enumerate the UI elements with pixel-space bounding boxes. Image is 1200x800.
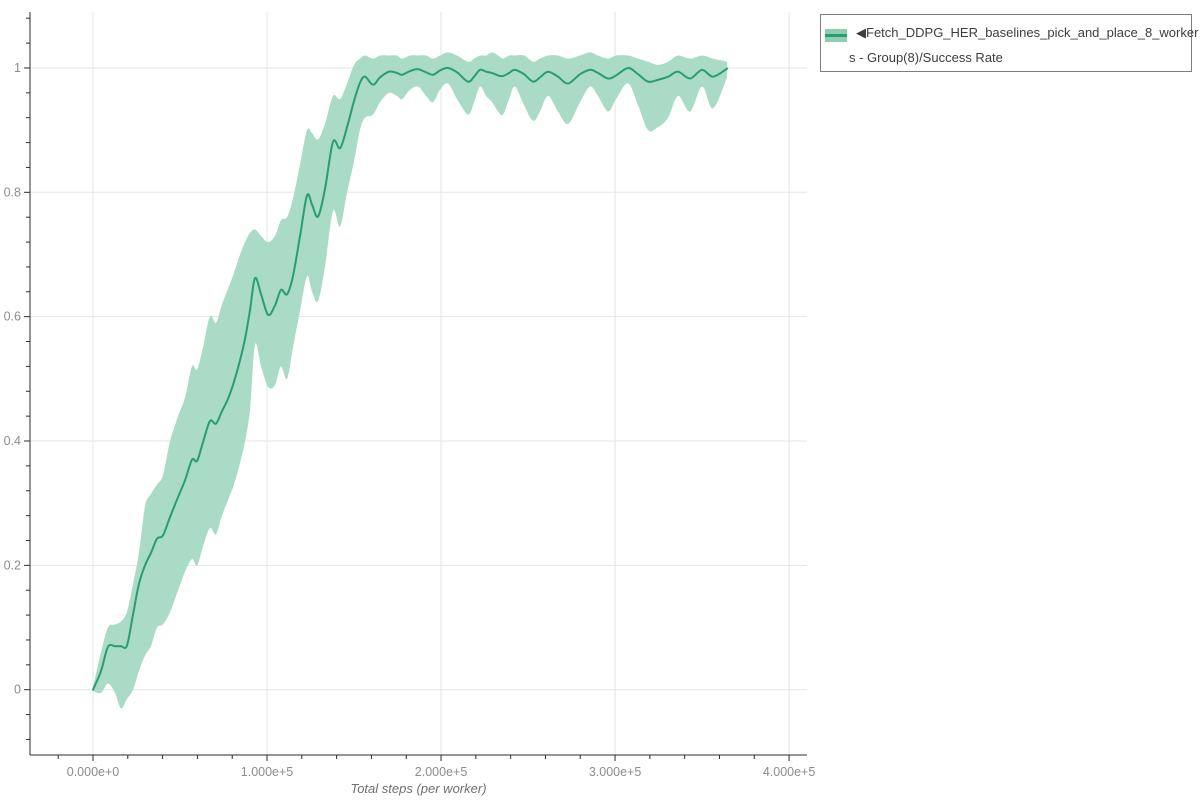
x-tick-label: 2.000e+5	[415, 765, 468, 779]
x-tick-label: 3.000e+5	[589, 765, 642, 779]
y-tick-label: 1	[14, 61, 21, 75]
y-tick-label: 0.6	[4, 310, 21, 324]
y-tick-label: 0	[14, 683, 21, 697]
legend-label-line-1: ◀Fetch_DDPG_HER_baselines_pick_and_place…	[856, 25, 1199, 40]
x-tick-label: 1.000e+5	[241, 765, 294, 779]
x-axis-title: Total steps (per worker)	[350, 781, 487, 796]
x-tick-label: 0.000e+0	[67, 765, 120, 779]
y-tick-label: 0.4	[4, 434, 21, 448]
series-swatch-icon	[825, 29, 847, 42]
series-band	[93, 52, 728, 709]
series-line	[92, 66, 729, 691]
legend: ◀Fetch_DDPG_HER_baselines_pick_and_place…	[820, 14, 1198, 72]
y-tick-label: 0.2	[4, 558, 21, 572]
x-tick-label: 4.000e+5	[763, 765, 816, 779]
series-line-icon	[825, 34, 847, 37]
y-tick-label: 0.8	[4, 185, 21, 199]
legend-label-line-2: s - Group(8)/Success Rate	[849, 50, 1003, 65]
legend-item[interactable]: ◀Fetch_DDPG_HER_baselines_pick_and_place…	[821, 15, 1198, 71]
